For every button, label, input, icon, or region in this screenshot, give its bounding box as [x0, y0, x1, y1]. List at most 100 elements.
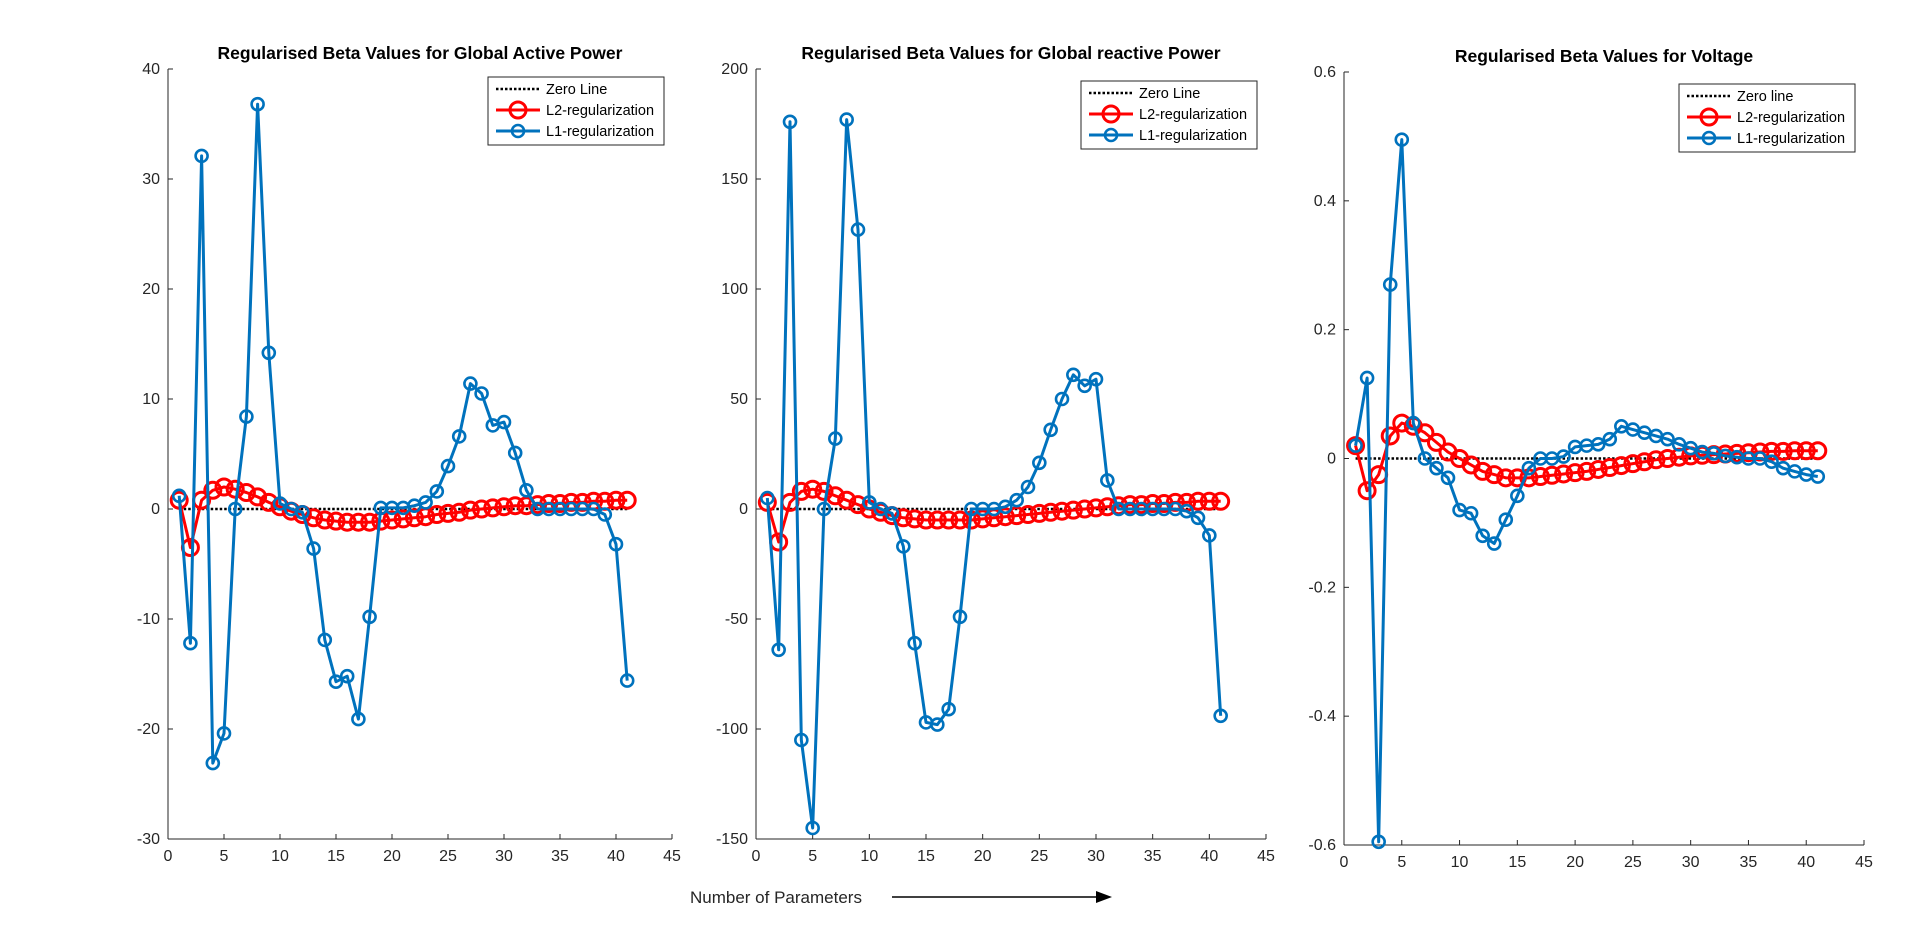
data-point — [760, 490, 775, 506]
data-point — [973, 509, 993, 529]
data-point — [606, 490, 626, 510]
legend-marker — [1103, 127, 1119, 143]
data-point — [1199, 491, 1219, 511]
y-tick-label: 0.2 — [1314, 322, 1336, 339]
y-tick-label: 200 — [721, 61, 748, 78]
y-tick-label: 100 — [721, 281, 748, 298]
x-tick-label: 0 — [752, 848, 761, 865]
x-tick-label: 45 — [1855, 854, 1873, 871]
y-tick-label: -150 — [716, 831, 748, 848]
x-tick-label: 25 — [1030, 848, 1048, 865]
data-point — [1075, 499, 1095, 519]
legend: Zero Line L2-regularization L1-regularizat… — [487, 76, 665, 146]
series-line — [765, 118, 1223, 830]
legend-marker — [510, 123, 526, 139]
x-axis-arrow — [892, 891, 1112, 903]
data-point — [1007, 506, 1027, 526]
data-point — [1484, 465, 1504, 485]
data-point — [862, 495, 877, 510]
legend-marker — [508, 100, 528, 120]
data-point — [1020, 479, 1036, 495]
y-tick-label: 30 — [142, 171, 160, 188]
data-point — [427, 505, 447, 524]
data-point — [1808, 441, 1828, 461]
data-point — [803, 479, 823, 499]
x-tick-label: 25 — [439, 848, 457, 865]
data-point — [916, 510, 936, 530]
legend-marker — [1699, 107, 1719, 127]
data-point — [429, 484, 445, 499]
data-point — [1590, 437, 1606, 452]
legend-label: L2-regularization — [1139, 107, 1247, 123]
data-point — [1211, 491, 1231, 511]
y-tick-label: 0 — [151, 501, 160, 518]
series-l1-regularization — [171, 96, 635, 771]
data-point — [1473, 461, 1493, 481]
data-point — [315, 510, 335, 530]
data-point — [239, 409, 254, 424]
data-point — [1097, 497, 1117, 517]
data-point — [248, 487, 268, 507]
data-point — [1213, 708, 1228, 724]
data-point — [272, 496, 288, 511]
data-point — [939, 510, 959, 530]
data-point — [1785, 441, 1805, 461]
data-point — [1556, 449, 1571, 464]
y-tick-label: -0.4 — [1308, 708, 1336, 725]
legend-label: L1-regularization — [1737, 131, 1845, 147]
y-tick-label: -20 — [137, 721, 160, 738]
data-point — [794, 732, 809, 748]
data-point — [1043, 422, 1058, 438]
data-point — [496, 414, 512, 430]
data-point — [1029, 503, 1049, 523]
data-point — [227, 501, 243, 517]
data-point — [1100, 473, 1115, 488]
data-point — [337, 512, 357, 532]
data-point — [1521, 460, 1537, 476]
series-l2-regularization — [169, 477, 637, 557]
data-point — [483, 498, 503, 518]
data-point — [884, 506, 900, 521]
data-point — [1429, 460, 1444, 476]
y-tick-label: -10 — [137, 611, 160, 628]
x-tick-label: 5 — [1397, 854, 1406, 871]
data-point — [382, 510, 402, 530]
x-tick-label: 45 — [1257, 848, 1275, 865]
data-point — [1750, 442, 1770, 462]
data-point — [995, 507, 1015, 527]
data-point — [505, 496, 525, 516]
data-point — [597, 507, 613, 522]
data-point — [1554, 464, 1574, 484]
x-tick-label: 10 — [1451, 854, 1469, 871]
data-point — [828, 431, 843, 446]
data-point — [1018, 505, 1038, 524]
data-point — [362, 609, 377, 625]
shared-x-axis-label: Number of Parameters — [690, 888, 862, 907]
data-point — [1052, 501, 1072, 521]
y-tick-label: 0 — [739, 501, 748, 518]
data-point — [460, 500, 480, 520]
data-point — [351, 711, 366, 727]
legend-label: L2-regularization — [1737, 110, 1845, 126]
x-tick-label: 15 — [1508, 854, 1526, 871]
y-tick-label: -100 — [716, 721, 748, 738]
data-point — [1426, 432, 1446, 452]
chart-1: 0 5 10 15 20 25 30 35 40 45 -30 -20 -10 0 10 20 30 40 Regu… — [137, 43, 681, 865]
legend-label: Zero Line — [546, 82, 607, 98]
legend-label: L2-regularization — [546, 103, 654, 119]
data-point — [216, 726, 232, 741]
data-point — [1066, 367, 1081, 383]
data-point — [1530, 467, 1550, 487]
data-point — [1382, 277, 1398, 292]
data-point — [907, 635, 922, 651]
data-point — [816, 501, 832, 517]
data-point — [941, 701, 956, 717]
x-tick-label: 10 — [860, 848, 878, 865]
data-point — [472, 499, 492, 519]
x-tick-label: 35 — [1740, 854, 1758, 871]
data-point — [1202, 528, 1217, 543]
data-point — [1634, 452, 1654, 472]
chart-title: Regularised Beta Values for Global react… — [801, 43, 1220, 63]
data-point — [1542, 465, 1562, 485]
